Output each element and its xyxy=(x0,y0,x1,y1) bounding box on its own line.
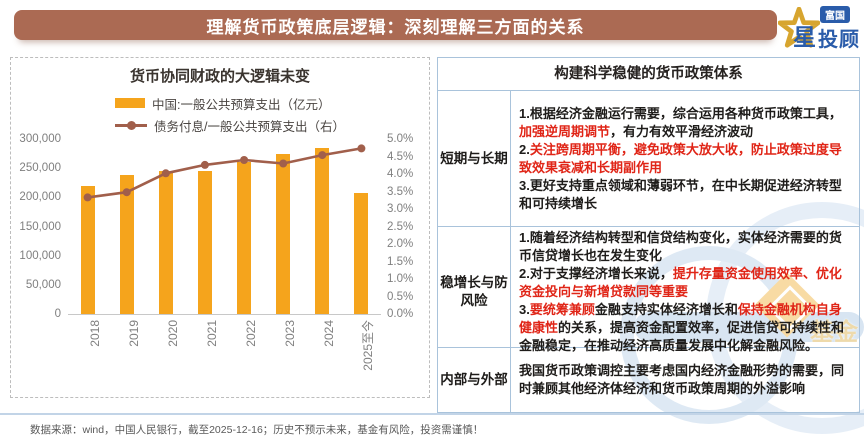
y-tick-left: 300,000 xyxy=(19,133,61,145)
x-tick-label: 2018 xyxy=(87,320,102,347)
line-series xyxy=(83,144,366,202)
plot-area: 300,000 250,000 200,000 150,000 100,000 50,00… xyxy=(11,133,431,399)
policy-row-2: 稳增长与防风险 1.随着经济结构转型和信贷结构变化，实体经济需要的货币信贷增长也在… xyxy=(438,226,859,357)
bar-2024 xyxy=(315,147,330,314)
policy-point: 3.更好支持重点领域和薄弱环节，在中长期促进经济转型和可持续增长 xyxy=(519,177,842,211)
star-icon xyxy=(778,7,820,48)
y-tick-right: 1.0% xyxy=(387,273,414,285)
logo-star-char: 星 xyxy=(793,24,816,50)
bottom-divider xyxy=(0,413,864,415)
row-label: 稳增长与防风险 xyxy=(438,227,511,357)
legend-bar-label: 中国:一般公共预算支出（亿元） xyxy=(152,97,331,112)
row-content: 1.根据经济金融运行需要，综合运用各种货币政策工具，加强逆周期调节，有力有效平滑… xyxy=(511,91,859,226)
y-tick-right: 3.0% xyxy=(387,203,414,215)
row-content: 1.随着经济结构转型和信贷结构变化，实体经济需要的货币信贷增长也在发生变化 2.对… xyxy=(511,227,859,357)
policy-row-1: 短期与长期 1.根据经济金融运行需要，综合运用各种货币政策工具，加强逆周期调节，有… xyxy=(438,90,859,226)
policy-point: 3.要统筹兼顾金融支持实体经济增长和保持金融机构自身健康性的关系，提高资金配置效… xyxy=(519,302,845,353)
policy-point: 我国货币政策调控主要考虑国内经济金融形势的需要，同时兼顾其他经济体经济和货币政策… xyxy=(519,363,845,396)
page-title: 理解货币政策底层逻辑：深刻理解三方面的关系 xyxy=(206,17,585,37)
line-swatch-icon xyxy=(115,120,147,130)
y-tick-right: 0.0% xyxy=(387,308,414,320)
y-tick-right: 2.0% xyxy=(387,238,414,250)
y-tick-right: 1.5% xyxy=(387,255,414,268)
logo-name: 投顾 xyxy=(818,29,860,51)
bar-swatch-icon xyxy=(115,98,145,108)
y-tick-right: 4.0% xyxy=(387,168,414,180)
y-tick-left: 0 xyxy=(54,308,61,320)
table-title: 构建科学稳健的货币政策体系 xyxy=(554,66,743,82)
table-rows: 短期与长期 1.根据经济金融运行需要，综合运用各种货币政策工具，加强逆周期调节，有… xyxy=(438,90,859,412)
policy-point: 1.随着经济结构转型和信贷结构变化，实体经济需要的货币信贷增长也在发生变化 xyxy=(519,230,842,263)
legend-item-line: 债务付息/一般公共预算支出（右） xyxy=(115,114,429,136)
y-tick-right: 2.5% xyxy=(387,220,414,233)
y-tick-left: 100,000 xyxy=(19,249,61,262)
legend-item-bar: 中国:一般公共预算支出（亿元） xyxy=(115,92,429,114)
row-label: 短期与长期 xyxy=(438,91,511,226)
x-tick-label: 2021 xyxy=(204,320,219,347)
policy-point: 2.关注跨周期平衡，避免政策大放大收，防止政策过度导致效果衰减和长期副作用 xyxy=(519,141,842,175)
row-label: 内部与外部 xyxy=(438,348,511,412)
x-tick-label: 2022 xyxy=(244,320,259,347)
chart-legend: 中国:一般公共预算支出（亿元） 债务付息/一般公共预算支出（右） xyxy=(115,92,429,136)
legend-line-label: 债务付息/一般公共预算支出（右） xyxy=(154,119,345,134)
y-tick-left: 150,000 xyxy=(19,220,61,233)
chart-panel: 货币协同财政的大逻辑未变 中国:一般公共预算支出（亿元） 债务付息/一般公共预算… xyxy=(10,57,430,398)
row-content: 我国货币政策调控主要考虑国内经济金融形势的需要，同时兼顾其他经济体经济和货币政策… xyxy=(511,348,859,412)
y-axis-right: 5.0% 4.5% 4.0% 3.5% 3.0% 2.5% 2.0% 1.5% 1.0% 0.5%… xyxy=(387,133,431,320)
title-bar: 理解货币政策底层逻辑：深刻理解三方面的关系 xyxy=(14,10,777,40)
policy-point: 1.根据经济金融运行需要，综合运用各种货币政策工具，加强逆周期调节，有力有效平滑… xyxy=(519,105,842,139)
brand-logo: 星 富国 投顾 xyxy=(778,2,862,54)
y-tick-right: 3.5% xyxy=(387,185,414,198)
policy-point: 2.对于支撑经济增长来说，提升存量资金使用效率、优化资金投向与新增贷款同等重要 xyxy=(519,266,842,299)
x-tick-label: 2020 xyxy=(165,320,180,347)
bar-2020 xyxy=(158,171,173,314)
policy-table: 构建科学稳健的货币政策体系 短期与长期 1.根据经济金融运行需要，综合运用各种货币… xyxy=(437,57,860,413)
x-tick-label: 2025至今 xyxy=(361,320,376,371)
x-tick-label: 2023 xyxy=(283,320,298,347)
bar-2022 xyxy=(237,161,252,314)
bar-2025至今 xyxy=(354,193,369,314)
disclaimer: 数据来源：wind，中国人民银行，截至2025-12-16；历史不预示未来，基金… xyxy=(30,424,484,436)
bar-2021 xyxy=(197,170,212,314)
bar-2018 xyxy=(80,185,95,314)
bar-2023 xyxy=(276,153,291,314)
policy-row-3: 内部与外部 我国货币政策调控主要考虑国内经济金融形势的需要，同时兼顾其他经济体经济… xyxy=(438,347,859,412)
bar-2019 xyxy=(119,174,134,314)
x-tick-label: 2019 xyxy=(126,320,141,347)
y-tick-right: 5.0% xyxy=(387,133,414,145)
plot: 2018 2019 2020 2021 2022 2023 2024 2025至今 xyxy=(68,139,381,371)
logo-badge: 富国 xyxy=(820,6,850,23)
y-tick-left: 50,000 xyxy=(25,278,61,291)
y-tick-left: 200,000 xyxy=(19,191,61,204)
x-tick-label: 2024 xyxy=(322,320,337,347)
chart-title: 货币协同财政的大逻辑未变 xyxy=(129,68,310,85)
y-tick-right: 4.5% xyxy=(387,150,414,163)
y-tick-right: 0.5% xyxy=(387,290,414,303)
y-tick-left: 250,000 xyxy=(19,162,61,175)
y-axis-left: 300,000 250,000 200,000 150,000 100,000 50,00… xyxy=(11,133,61,320)
